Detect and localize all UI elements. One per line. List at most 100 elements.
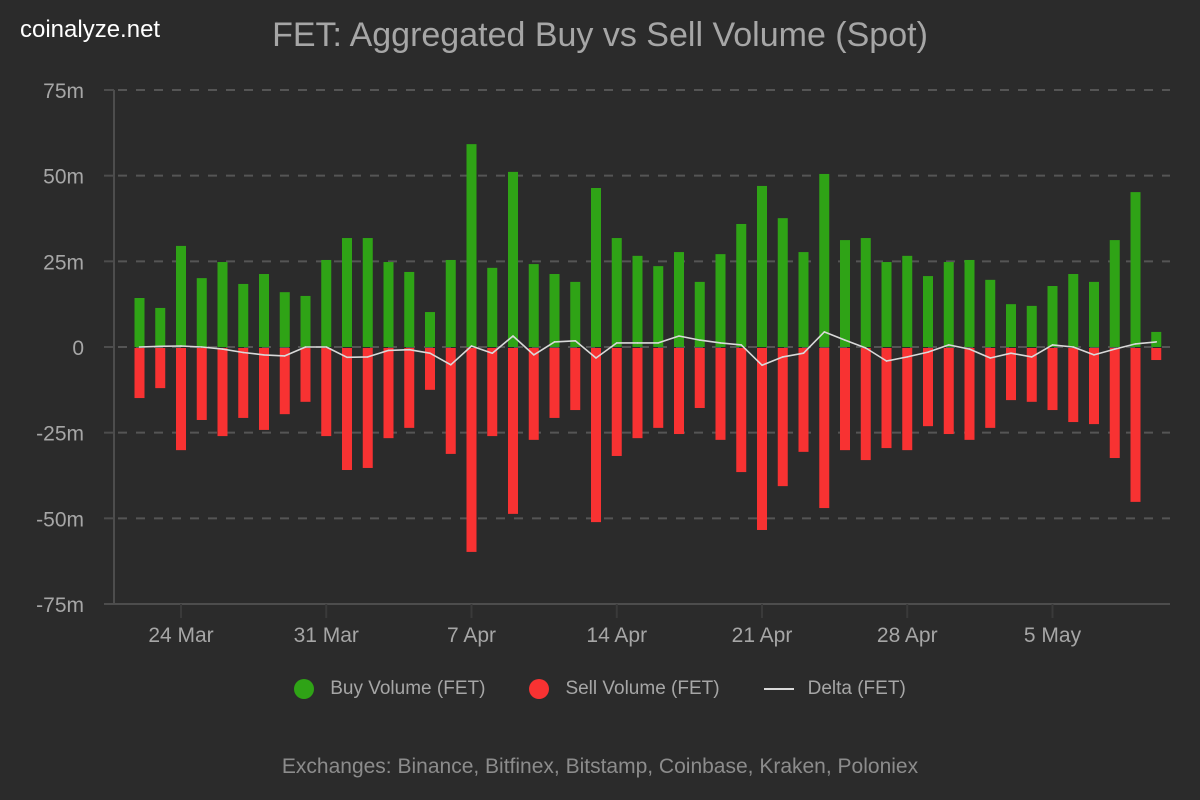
sell-volume-bar[interactable] xyxy=(342,348,352,471)
buy-volume-bar[interactable] xyxy=(238,283,249,347)
buy-volume-bar[interactable] xyxy=(134,297,145,347)
buy-volume-bar[interactable] xyxy=(342,238,352,347)
buy-volume-bar[interactable] xyxy=(279,292,290,347)
buy-volume-bar[interactable] xyxy=(902,255,913,347)
buy-volume-bar[interactable] xyxy=(611,238,622,347)
sell-volume-bar[interactable] xyxy=(155,348,166,389)
sell-volume-bar[interactable] xyxy=(694,348,705,408)
sell-volume-bar[interactable] xyxy=(279,348,290,415)
buy-volume-bar[interactable] xyxy=(1130,192,1141,347)
sell-volume-bar[interactable] xyxy=(176,348,186,451)
buy-volume-bar[interactable] xyxy=(466,144,477,347)
sell-volume-bar[interactable] xyxy=(777,348,788,487)
sell-volume-bar[interactable] xyxy=(196,348,207,420)
buy-volume-bar[interactable] xyxy=(881,262,892,347)
buy-volume-bar[interactable] xyxy=(196,278,207,347)
buy-volume-bar[interactable] xyxy=(1047,286,1058,347)
sell-volume-bar[interactable] xyxy=(632,348,643,439)
buy-volume-bar[interactable] xyxy=(1026,305,1037,347)
buy-volume-bar[interactable] xyxy=(570,281,581,347)
sell-volume-bar[interactable] xyxy=(570,348,581,411)
sell-volume-bar[interactable] xyxy=(425,348,435,390)
buy-volume-bar[interactable] xyxy=(819,173,830,347)
sell-volume-bar[interactable] xyxy=(1006,348,1016,401)
buy-volume-bar[interactable] xyxy=(445,259,456,347)
buy-volume-bar[interactable] xyxy=(653,266,664,347)
sell-volume-bar[interactable] xyxy=(321,348,332,437)
sell-volume-bar[interactable] xyxy=(923,348,933,427)
sell-volume-bar[interactable] xyxy=(1130,348,1141,502)
buy-volume-bar[interactable] xyxy=(736,223,747,347)
sell-volume-bar[interactable] xyxy=(757,348,767,530)
legend-item-delta[interactable]: Delta (FET) xyxy=(763,678,906,700)
sell-volume-bar[interactable] xyxy=(819,348,830,509)
legend-item-sell[interactable]: Sell Volume (FET) xyxy=(529,678,720,700)
sell-volume-bar[interactable] xyxy=(985,348,996,428)
sell-volume-bar[interactable] xyxy=(134,348,145,399)
buy-volume-bar[interactable] xyxy=(777,218,788,347)
sell-volume-bar[interactable] xyxy=(466,348,477,552)
sell-volume-bar[interactable] xyxy=(487,348,498,437)
sell-volume-bar[interactable] xyxy=(1026,348,1037,402)
buy-volume-bar[interactable] xyxy=(155,307,166,347)
sell-volume-bar[interactable] xyxy=(591,348,601,523)
sell-volume-bar[interactable] xyxy=(798,348,809,452)
buy-volume-bar[interactable] xyxy=(715,254,726,347)
buy-volume-bar[interactable] xyxy=(632,255,643,347)
sell-volume-bar[interactable] xyxy=(653,348,664,428)
buy-volume-bar[interactable] xyxy=(549,274,560,347)
buy-volume-bar[interactable] xyxy=(487,267,498,347)
sell-volume-bar[interactable] xyxy=(902,348,913,451)
sell-volume-bar[interactable] xyxy=(1089,348,1099,425)
buy-volume-bar[interactable] xyxy=(300,295,311,347)
sell-volume-bar[interactable] xyxy=(715,348,726,440)
sell-volume-bar[interactable] xyxy=(238,348,249,418)
buy-volume-bar[interactable] xyxy=(508,171,518,347)
sell-volume-bar[interactable] xyxy=(674,348,684,435)
buy-volume-bar[interactable] xyxy=(943,262,954,347)
sell-volume-bar[interactable] xyxy=(404,348,415,428)
buy-volume-bar[interactable] xyxy=(1109,240,1120,347)
buy-volume-bar[interactable] xyxy=(362,238,373,347)
buy-volume-bar[interactable] xyxy=(1151,331,1162,347)
buy-volume-bar[interactable] xyxy=(674,252,684,347)
buy-volume-bar[interactable] xyxy=(1089,281,1099,347)
sell-volume-bar[interactable] xyxy=(1047,348,1058,411)
delta-line[interactable] xyxy=(139,331,1157,367)
sell-volume-bar[interactable] xyxy=(881,348,892,449)
buy-volume-bar[interactable] xyxy=(591,188,601,347)
sell-volume-bar[interactable] xyxy=(860,348,871,461)
buy-volume-bar[interactable] xyxy=(757,185,767,347)
legend-item-buy[interactable]: Buy Volume (FET) xyxy=(294,678,485,700)
sell-volume-bar[interactable] xyxy=(1068,348,1079,423)
sell-volume-bar[interactable] xyxy=(549,348,560,418)
sell-volume-bar[interactable] xyxy=(445,348,456,454)
sell-volume-bar[interactable] xyxy=(943,348,954,435)
sell-volume-bar[interactable] xyxy=(259,348,269,430)
sell-volume-bar[interactable] xyxy=(362,348,373,468)
sell-volume-bar[interactable] xyxy=(508,348,518,514)
buy-volume-bar[interactable] xyxy=(383,262,394,347)
sell-volume-bar[interactable] xyxy=(964,348,975,440)
sell-volume-bar[interactable] xyxy=(611,348,622,456)
sell-volume-bar[interactable] xyxy=(1151,348,1162,361)
buy-volume-bar[interactable] xyxy=(964,259,975,347)
buy-volume-bar[interactable] xyxy=(321,259,332,347)
buy-volume-bar[interactable] xyxy=(404,271,415,347)
buy-volume-bar[interactable] xyxy=(528,264,539,347)
buy-volume-bar[interactable] xyxy=(985,279,996,347)
buy-volume-bar[interactable] xyxy=(1006,304,1016,347)
buy-volume-bar[interactable] xyxy=(176,245,186,347)
buy-volume-bar[interactable] xyxy=(259,274,269,347)
buy-volume-bar[interactable] xyxy=(1068,274,1079,347)
brand-logo[interactable]: coinalyze.net xyxy=(20,16,161,43)
sell-volume-bar[interactable] xyxy=(840,348,850,451)
sell-volume-bar[interactable] xyxy=(383,348,394,439)
buy-volume-bar[interactable] xyxy=(798,252,809,347)
sell-volume-bar[interactable] xyxy=(217,348,228,437)
sell-volume-bar[interactable] xyxy=(736,348,747,473)
buy-volume-bar[interactable] xyxy=(840,240,850,347)
buy-volume-bar[interactable] xyxy=(860,238,871,347)
buy-volume-bar[interactable] xyxy=(425,312,435,347)
buy-volume-bar[interactable] xyxy=(694,281,705,347)
